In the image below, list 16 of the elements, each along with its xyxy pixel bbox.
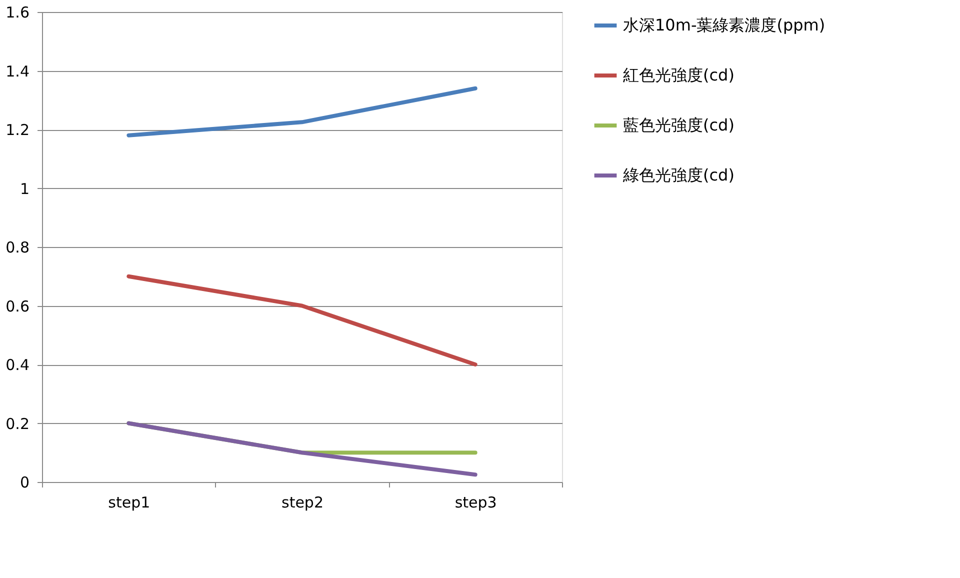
- x-tick-label: step1: [108, 494, 150, 512]
- y-tick-label: 1: [20, 180, 30, 198]
- y-tick-label: 1.4: [6, 62, 30, 80]
- y-tick-label: 0.2: [6, 414, 30, 433]
- legend-label: 藍色光強度(cd): [623, 116, 734, 134]
- y-tick-label: 1.2: [6, 121, 30, 139]
- y-tick-label: 0.4: [6, 356, 30, 374]
- x-tick-label: step3: [454, 494, 497, 512]
- legend-label: 水深10m-葉綠素濃度(ppm): [623, 16, 826, 34]
- legend-label: 綠色光強度(cd): [622, 166, 734, 184]
- y-tick-label: 1.6: [6, 4, 30, 22]
- y-tick-label: 0: [20, 474, 30, 492]
- legend-label: 紅色光強度(cd): [623, 66, 734, 84]
- x-tick-label: step2: [282, 494, 324, 512]
- y-tick-label: 0.6: [6, 297, 30, 316]
- y-tick-label: 0.8: [6, 238, 30, 256]
